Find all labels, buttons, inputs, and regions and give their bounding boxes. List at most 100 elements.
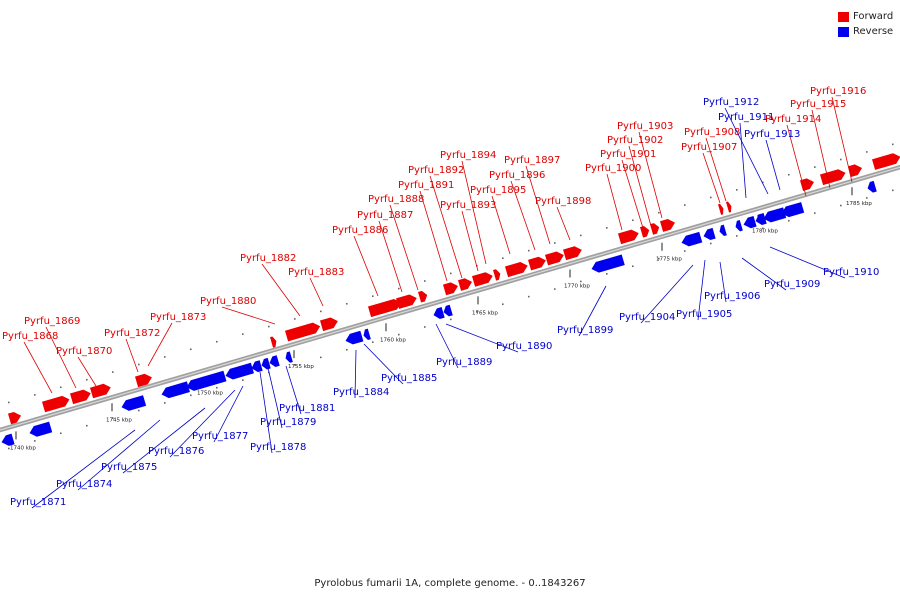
forward-gene-label-leader [461,160,487,265]
guide-dot-upper [216,340,218,343]
reverse-gene-arrow [867,180,877,193]
forward-gene-label: Pyrfu_1893 [440,200,496,211]
scale-label: 1770 kbp [564,284,590,290]
gene-arrow-shape [418,290,428,303]
guide-dot-upper [164,356,166,358]
guide-dot-upper [658,211,660,214]
guide-dot-lower [372,341,374,343]
reverse-gene-label: Pyrfu_1889 [436,357,492,368]
guide-dot-lower [112,417,114,419]
forward-gene-label: Pyrfu_1898 [535,196,591,207]
reverse-gene-label-leader [213,385,244,443]
reverse-gene-arrow [719,224,727,237]
reverse-gene-label: Pyrfu_1909 [764,279,820,290]
forward-gene-arrow [458,278,473,291]
forward-gene-label-leader [638,131,663,219]
gene-arrow-shape [640,225,650,238]
gene-arrow-shape [735,219,743,232]
gene-arrow-shape [726,201,732,213]
guide-dot-upper [502,257,504,260]
guide-dot-upper [684,204,686,206]
forward-gene-arrow [718,203,724,215]
forward-gene-label: Pyrfu_1869 [24,316,80,327]
guide-dot-lower [294,364,296,366]
forward-gene-label: Pyrfu_1903 [617,121,673,132]
reverse-gene-label: Pyrfu_1910 [823,267,879,278]
forward-gene-label-leader [378,220,403,293]
forward-gene-arrow [418,290,428,303]
gene-arrow-shape [42,395,70,413]
genome-caption: Pyrolobus fumarii 1A, complete genome. -… [314,578,586,589]
reverse-gene-label-leader [259,371,273,454]
guide-dot-upper [606,227,608,229]
forward-gene-label: Pyrfu_1900 [585,163,641,174]
guide-dot-lower [320,356,322,359]
reverse-gene-label: Pyrfu_1911 [718,112,774,123]
forward-gene-label-leader [147,322,173,367]
guide-dot-upper [528,249,530,252]
forward-gene-label-leader [77,356,97,387]
forward-gene-label-leader [429,175,463,279]
guide-dot-lower [398,333,400,336]
gene-arrow-shape [763,207,787,223]
guide-dot-lower [528,295,530,298]
scale-label: 1745 kbp [106,417,132,423]
gene-arrow-shape [800,178,815,191]
forward-gene-arrow [90,383,111,399]
forward-gene-arrow [270,336,277,348]
forward-gene-label: Pyrfu_1892 [408,165,464,176]
forward-gene-label-leader [45,326,77,389]
gene-arrow-shape [285,351,293,363]
reverse-gene-label-leader [741,257,787,291]
gene-arrow-shape [528,256,546,271]
guide-dot-upper [60,386,62,389]
forward-gene-label-leader [353,235,379,297]
guide-dot-upper [866,151,868,153]
gene-arrow-shape [493,269,501,281]
forward-gene-label-leader [811,109,831,189]
forward-gene-label: Pyrfu_1908 [684,127,740,138]
forward-gene-arrow [443,282,458,296]
forward-gene-label-leader [23,341,53,394]
guide-dot-upper [398,287,400,290]
gene-arrow-shape [681,231,703,247]
guide-dot-upper [580,234,582,237]
gene-arrow-shape [433,307,445,320]
guide-dot-lower [216,386,218,389]
forward-gene-arrow [872,153,900,170]
forward-gene-label: Pyrfu_1883 [288,267,344,278]
guide-dot-lower [190,394,192,397]
legend-reverse-label: Reverse [853,26,894,37]
gene-arrow-shape [743,215,757,229]
forward-gene-arrow [135,373,152,388]
forward-gene-label-leader [461,210,479,272]
guide-dot-lower [138,409,140,412]
forward-gene-label-leader [389,204,419,291]
guide-dot-lower [892,189,894,192]
guide-dot-upper [112,371,114,373]
gene-arrow-shape [472,272,493,287]
scale-label: 1740 kbp [10,445,36,451]
forward-gene-arrow [472,272,493,287]
gene-arrow-shape [867,180,877,193]
reverse-gene-label-leader [765,139,781,191]
guide-dot-lower [34,440,36,442]
guide-dot-lower [606,273,608,275]
reverse-gene-label: Pyrfu_1881 [279,403,335,414]
guide-dot-upper [86,378,88,381]
reverse-gene-arrow [285,351,293,363]
scale-label: 1750 kbp [197,391,223,397]
guide-dot-upper [424,280,426,282]
reverse-gene-label: Pyrfu_1905 [676,309,732,320]
gene-arrow-shape [458,278,473,291]
guide-dot-lower [554,288,556,290]
reverse-gene-arrow [433,307,445,320]
forward-swatch [838,11,849,22]
guide-dot-upper [736,189,738,191]
reverse-gene-label-leader [697,259,706,321]
forward-gene-arrow [70,389,91,405]
gene-arrow-shape [719,224,727,237]
forward-gene-arrow [285,322,321,342]
forward-gene-label-leader [125,338,139,373]
guide-dot-lower [814,212,816,214]
